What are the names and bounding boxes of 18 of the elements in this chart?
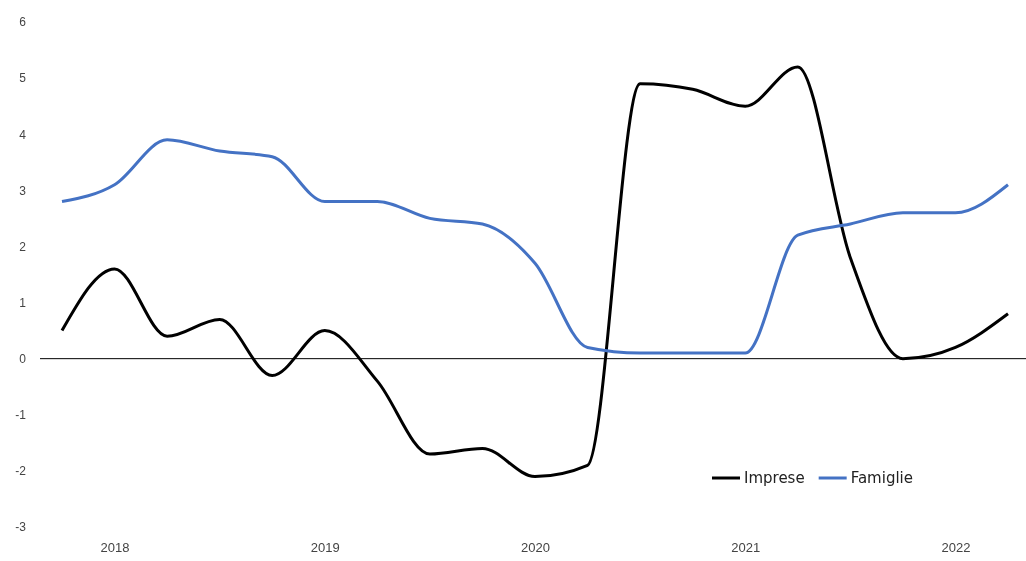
y-tick-label: -2	[15, 464, 27, 479]
x-tick-label: 2019	[310, 540, 340, 555]
x-tick-label: 2022	[941, 540, 971, 555]
y-tick-label: 3	[19, 183, 27, 198]
legend-label: Imprese	[744, 469, 805, 488]
x-tick-label: 2020	[521, 540, 550, 555]
y-tick-label: 0	[19, 352, 27, 367]
x-tick-label: 2018	[100, 540, 130, 555]
y-tick-label: 4	[19, 127, 27, 142]
legend-label: Famiglie	[850, 469, 913, 488]
y-tick-label: -1	[15, 408, 27, 423]
y-tick-label: 1	[19, 295, 27, 310]
x-tick-label: 2021	[731, 540, 761, 555]
y-tick-label: 2	[19, 239, 27, 254]
y-tick-label: -3	[15, 520, 27, 535]
line-series	[60, 138, 1010, 355]
y-tick-label: 5	[19, 71, 27, 86]
y-tick-label: 6	[19, 15, 27, 30]
